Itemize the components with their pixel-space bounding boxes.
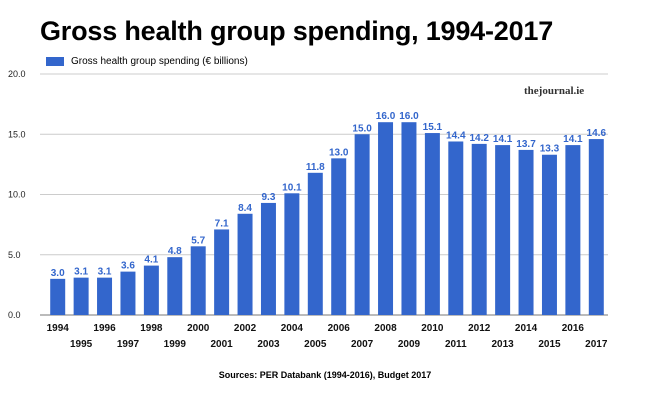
bar xyxy=(495,145,511,315)
data-label: 13.7 xyxy=(516,139,536,150)
bar xyxy=(284,193,300,315)
data-label: 14.1 xyxy=(563,134,583,145)
x-tick-label: 1996 xyxy=(93,323,116,334)
x-tick-label: 2014 xyxy=(515,323,538,334)
x-tick-label: 2005 xyxy=(304,339,327,350)
legend-swatch xyxy=(46,57,64,66)
legend: Gross health group spending (€ billions) xyxy=(46,56,248,67)
bar xyxy=(518,149,534,315)
x-tick-label: 2006 xyxy=(328,323,351,334)
x-tick-label: 2011 xyxy=(445,339,467,350)
y-tick-label: 20.0 xyxy=(8,69,26,79)
x-tick-label: 1994 xyxy=(47,323,70,334)
y-tick-label: 5.0 xyxy=(8,250,21,260)
x-tick-label: 2016 xyxy=(562,323,585,334)
data-label: 4.8 xyxy=(168,246,182,257)
bar xyxy=(331,158,347,315)
x-tick-label: 1997 xyxy=(117,339,140,350)
x-tick-label: 2001 xyxy=(211,339,234,350)
bar xyxy=(97,277,113,315)
data-label: 3.1 xyxy=(74,267,88,278)
data-label: 15.1 xyxy=(423,122,443,133)
x-tick-label: 2012 xyxy=(468,323,491,334)
x-tick-label: 2017 xyxy=(585,339,608,350)
legend-label: Gross health group spending (€ billions) xyxy=(71,56,248,67)
chart-title: Gross health group spending, 1994-2017 xyxy=(40,16,554,46)
data-label: 5.7 xyxy=(191,235,205,246)
data-label: 7.1 xyxy=(215,218,229,229)
bar xyxy=(190,246,206,315)
y-tick-label: 0.0 xyxy=(8,310,21,320)
data-label: 3.0 xyxy=(51,268,65,279)
x-tick-label: 2003 xyxy=(257,339,280,350)
x-tick-label: 2008 xyxy=(374,323,397,334)
x-tick-label: 2013 xyxy=(492,339,515,350)
data-label: 9.3 xyxy=(262,192,276,203)
bar xyxy=(237,213,253,315)
y-tick-label: 15.0 xyxy=(8,129,26,139)
bar xyxy=(424,133,440,315)
bar xyxy=(167,257,183,315)
bar xyxy=(401,122,417,315)
x-tick-label: 1998 xyxy=(140,323,163,334)
data-label: 14.1 xyxy=(493,134,513,145)
bar xyxy=(354,134,370,315)
data-label: 15.0 xyxy=(352,123,372,134)
x-tick-label: 1999 xyxy=(164,339,187,350)
data-label: 16.0 xyxy=(399,111,419,122)
y-tick-label: 10.0 xyxy=(8,190,26,200)
bar xyxy=(50,278,66,315)
bar xyxy=(214,229,230,315)
x-tick-label: 2010 xyxy=(421,323,444,334)
data-label: 3.6 xyxy=(121,261,135,272)
bar xyxy=(565,145,581,315)
data-label: 16.0 xyxy=(376,111,396,122)
data-label: 3.1 xyxy=(98,267,112,278)
data-label: 13.3 xyxy=(540,144,560,155)
bar xyxy=(588,139,604,315)
x-tick-label: 2009 xyxy=(398,339,421,350)
x-tick-label: 2015 xyxy=(538,339,561,350)
data-label: 10.1 xyxy=(282,182,302,193)
source-note: Sources: PER Databank (1994-2016), Budge… xyxy=(218,370,432,380)
bar xyxy=(471,143,487,315)
x-tick-label: 2004 xyxy=(281,323,304,334)
bar xyxy=(73,277,89,315)
brand-logo: thejournal.ie xyxy=(524,85,585,97)
x-tick-label: 2000 xyxy=(187,323,210,334)
data-label: 14.2 xyxy=(469,133,489,144)
x-tick-label: 2002 xyxy=(234,323,257,334)
data-label: 4.1 xyxy=(144,255,158,266)
x-tick-label: 1995 xyxy=(70,339,93,350)
data-label: 11.8 xyxy=(306,162,325,173)
bar xyxy=(260,202,276,315)
bar xyxy=(378,122,394,315)
x-tick-label: 2007 xyxy=(351,339,374,350)
bar xyxy=(541,154,557,315)
bar xyxy=(307,172,323,315)
data-label: 14.4 xyxy=(446,130,466,141)
data-label: 14.6 xyxy=(587,128,607,139)
data-label: 13.0 xyxy=(329,147,349,158)
bar xyxy=(448,141,464,315)
bar xyxy=(143,265,159,315)
data-label: 8.4 xyxy=(238,203,252,214)
bar xyxy=(120,271,136,315)
